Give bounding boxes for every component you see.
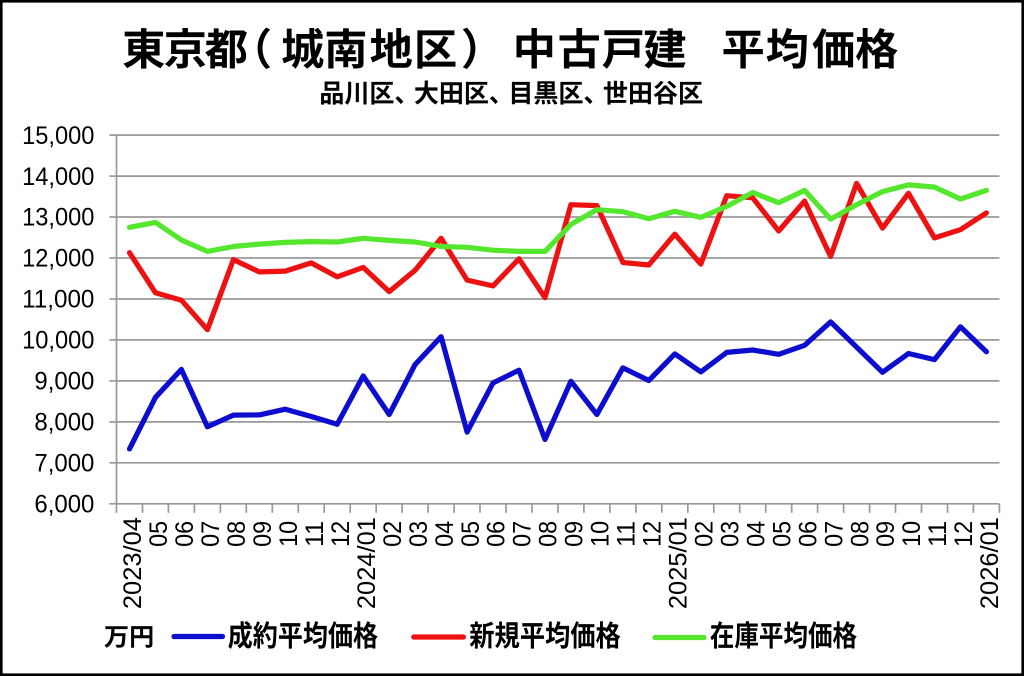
svg-text:08: 08 <box>223 521 251 547</box>
svg-text:11: 11 <box>613 521 641 547</box>
svg-text:05: 05 <box>457 521 485 547</box>
svg-text:9,000: 9,000 <box>34 368 94 396</box>
svg-text:12: 12 <box>327 521 355 547</box>
svg-text:12,000: 12,000 <box>22 245 94 273</box>
svg-text:2024/01: 2024/01 <box>353 517 381 609</box>
svg-text:06: 06 <box>171 521 199 547</box>
svg-text:2023/04: 2023/04 <box>119 517 147 609</box>
svg-text:6,000: 6,000 <box>34 491 94 519</box>
svg-text:7,000: 7,000 <box>34 450 94 478</box>
svg-text:03: 03 <box>716 521 744 547</box>
svg-text:08: 08 <box>535 521 563 547</box>
svg-text:10: 10 <box>898 521 926 547</box>
svg-text:07: 07 <box>197 521 225 547</box>
svg-text:06: 06 <box>483 521 511 547</box>
svg-text:2025/01: 2025/01 <box>665 517 693 609</box>
svg-text:08: 08 <box>846 521 874 547</box>
svg-text:11: 11 <box>301 521 329 547</box>
svg-text:09: 09 <box>561 521 589 547</box>
svg-text:2026/01: 2026/01 <box>976 517 1004 609</box>
svg-text:05: 05 <box>768 521 796 547</box>
svg-text:11: 11 <box>924 521 952 547</box>
svg-text:04: 04 <box>431 521 459 547</box>
svg-text:10,000: 10,000 <box>22 327 94 355</box>
svg-text:8,000: 8,000 <box>34 409 94 437</box>
svg-text:13,000: 13,000 <box>22 204 94 232</box>
svg-text:09: 09 <box>249 521 277 547</box>
svg-text:07: 07 <box>820 521 848 547</box>
svg-text:02: 02 <box>691 521 719 547</box>
svg-text:11,000: 11,000 <box>22 286 94 314</box>
svg-text:07: 07 <box>509 521 537 547</box>
svg-text:09: 09 <box>872 521 900 547</box>
svg-text:03: 03 <box>405 521 433 547</box>
svg-text:06: 06 <box>794 521 822 547</box>
svg-text:05: 05 <box>145 521 173 547</box>
svg-text:10: 10 <box>275 521 303 547</box>
svg-text:04: 04 <box>742 521 770 547</box>
svg-text:12: 12 <box>950 521 978 547</box>
svg-text:15,000: 15,000 <box>22 122 94 150</box>
svg-text:14,000: 14,000 <box>22 163 94 191</box>
svg-text:12: 12 <box>639 521 667 547</box>
svg-text:10: 10 <box>587 521 615 547</box>
svg-text:02: 02 <box>379 521 407 547</box>
